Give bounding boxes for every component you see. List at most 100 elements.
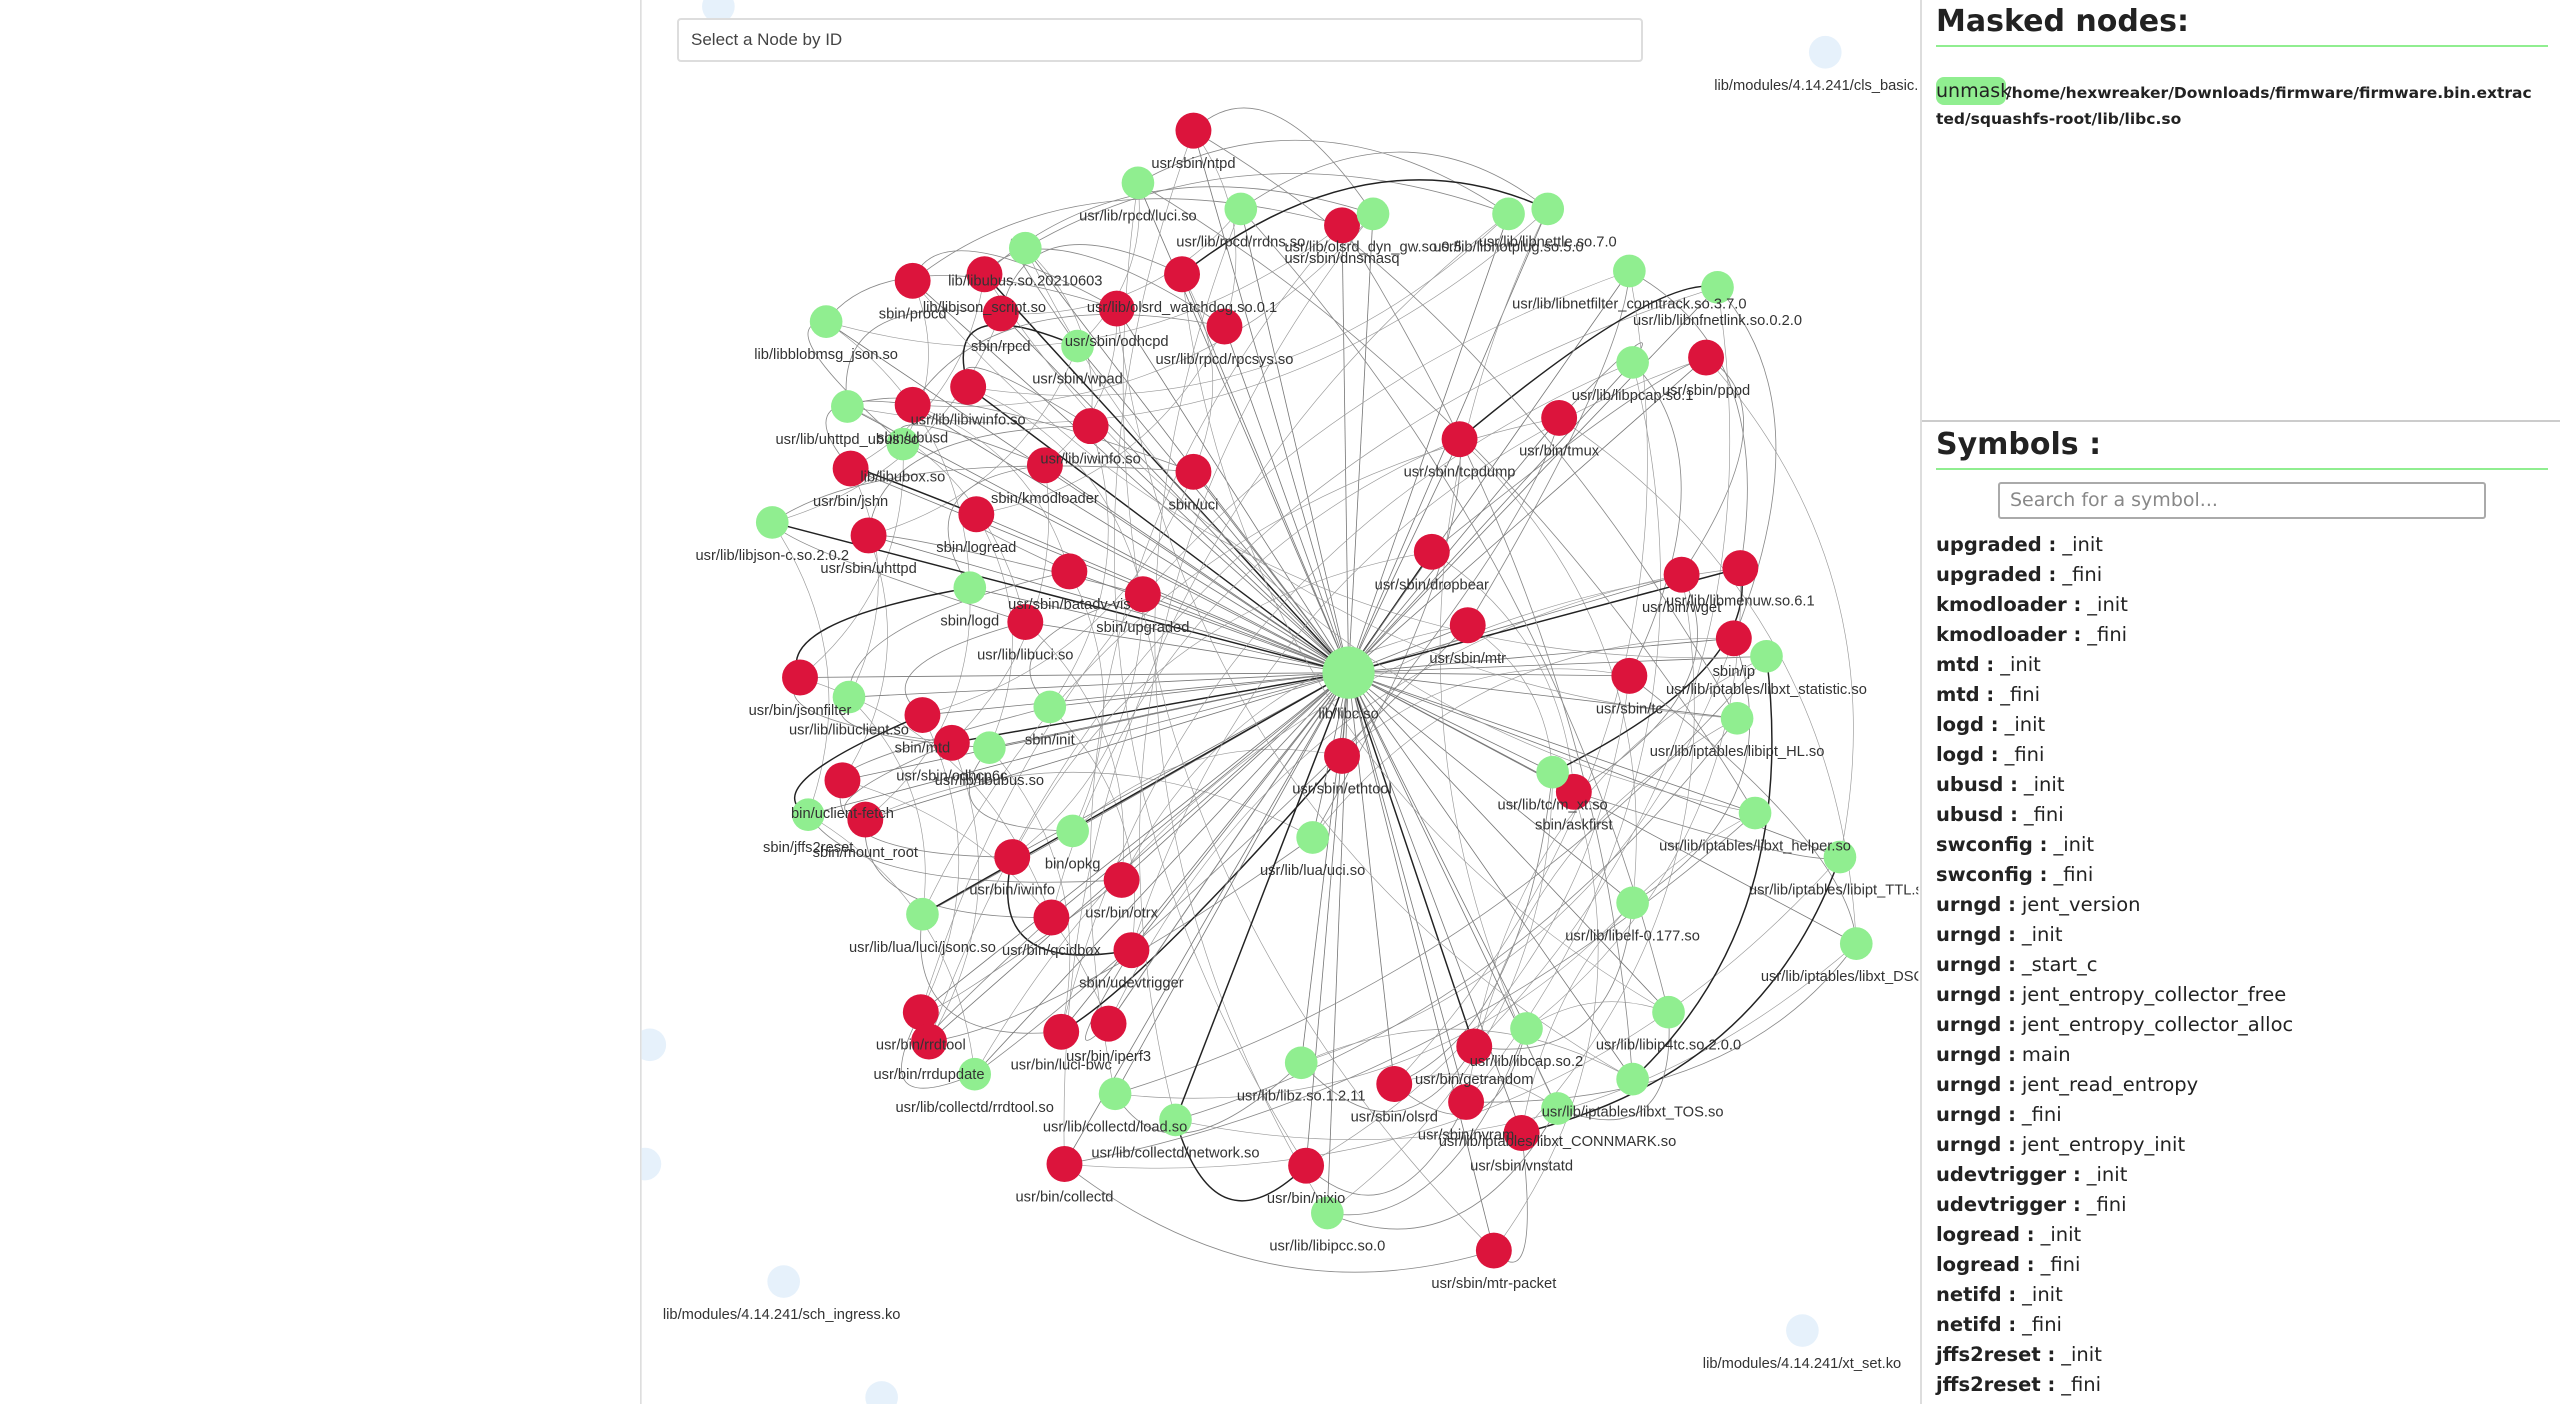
- symbol-row[interactable]: netifd : _init: [1936, 1280, 2293, 1310]
- graph-node[interactable]: [902, 994, 939, 1031]
- graph-node[interactable]: [994, 839, 1031, 876]
- symbol-row[interactable]: urngd : _fini: [1936, 1100, 2293, 1130]
- graph-node[interactable]: [850, 517, 887, 554]
- symbol-row[interactable]: jffs2reset : _init: [1936, 1340, 2293, 1370]
- graph-node[interactable]: [953, 571, 987, 605]
- symbol-row[interactable]: ubusd : _fini: [1936, 800, 2293, 830]
- graph-node[interactable]: [1090, 1005, 1127, 1042]
- symbol-row[interactable]: urngd : jent_entropy_init: [1936, 1130, 2293, 1160]
- graph-node[interactable]: [1061, 329, 1094, 363]
- graph-node[interactable]: [1175, 453, 1212, 490]
- graph-node[interactable]: [1311, 1196, 1344, 1230]
- graph-node[interactable]: [966, 256, 1003, 293]
- graph-node[interactable]: [824, 762, 861, 799]
- graph-node[interactable]: [1715, 620, 1752, 657]
- symbol-row[interactable]: logread : _fini: [1936, 1250, 2293, 1280]
- graph-node[interactable]: [958, 1057, 992, 1091]
- symbol-row[interactable]: kmodloader : _fini: [1936, 620, 2293, 650]
- symbol-row[interactable]: upgraded : _fini: [1936, 560, 2293, 590]
- graph-node[interactable]: [1224, 192, 1258, 226]
- symbol-row[interactable]: upgraded : _init: [1936, 530, 2293, 560]
- graph-node[interactable]: [1051, 553, 1088, 590]
- graph-node[interactable]: [1541, 399, 1578, 436]
- graph-node[interactable]: [1046, 1146, 1083, 1182]
- graph-node[interactable]: [1413, 533, 1450, 570]
- graph-node[interactable]: [1043, 1013, 1080, 1050]
- symbol-row[interactable]: urngd : jent_entropy_collector_alloc: [1936, 1010, 2293, 1040]
- symbol-search[interactable]: Search for a symbol...: [1998, 482, 2486, 519]
- graph-node[interactable]: [1322, 646, 1375, 699]
- graph-node[interactable]: [1663, 556, 1700, 593]
- graph-node[interactable]: [1823, 840, 1857, 874]
- graph-node[interactable]: [894, 386, 931, 423]
- graph-node[interactable]: [1007, 604, 1044, 640]
- graph-node[interactable]: [1738, 796, 1772, 830]
- graph-node[interactable]: [782, 659, 818, 696]
- symbol-row[interactable]: logd : _fini: [1936, 740, 2293, 770]
- graph-node[interactable]: [1475, 1232, 1512, 1269]
- symbol-row[interactable]: logread : _init: [1936, 1220, 2293, 1250]
- graph-node[interactable]: [1033, 899, 1070, 936]
- graph-node[interactable]: [1376, 1066, 1413, 1102]
- graph-node[interactable]: [894, 262, 931, 299]
- graph-node[interactable]: [1072, 408, 1109, 445]
- graph-node[interactable]: [831, 390, 864, 423]
- graph-node[interactable]: [847, 801, 884, 838]
- graph-node[interactable]: [1098, 290, 1135, 327]
- graph-node[interactable]: [1839, 927, 1873, 960]
- symbol-row[interactable]: swconfig : _fini: [1936, 860, 2293, 890]
- graph-node[interactable]: [1722, 550, 1759, 587]
- symbol-row[interactable]: mtd : _init: [1936, 650, 2293, 680]
- unmask-button[interactable]: unmask: [1936, 77, 2011, 105]
- graph-node[interactable]: [1008, 231, 1042, 265]
- graph-node[interactable]: [1121, 166, 1155, 200]
- graph-node[interactable]: [1456, 1028, 1493, 1065]
- graph-node[interactable]: [982, 295, 1019, 332]
- graph-node[interactable]: [1113, 932, 1150, 969]
- graph-node[interactable]: [1701, 271, 1734, 304]
- graph-node[interactable]: [1531, 192, 1565, 226]
- symbol-row[interactable]: ubusd : _init: [1936, 770, 2293, 800]
- graph-node[interactable]: [832, 450, 869, 487]
- symbol-row[interactable]: urngd : jent_version: [1936, 890, 2293, 920]
- graph-node[interactable]: [1206, 308, 1243, 345]
- symbol-row[interactable]: urngd : _start_c: [1936, 950, 2293, 980]
- symbol-row[interactable]: urngd : jent_entropy_collector_free: [1936, 980, 2293, 1010]
- graph-node[interactable]: [1175, 112, 1212, 149]
- graph-node[interactable]: [1296, 821, 1329, 854]
- graph-node[interactable]: [973, 731, 1006, 765]
- graph-node[interactable]: [1324, 207, 1360, 244]
- graph-node[interactable]: [1056, 814, 1089, 848]
- graph-node[interactable]: [1720, 702, 1754, 735]
- graph-node[interactable]: [906, 897, 939, 931]
- graph-node[interactable]: [1284, 1046, 1318, 1080]
- graph-node[interactable]: [1510, 1012, 1543, 1045]
- graph-node[interactable]: [1033, 690, 1067, 724]
- graph-node[interactable]: [1613, 254, 1646, 288]
- graph-node[interactable]: [904, 697, 941, 734]
- graph-node[interactable]: [832, 680, 866, 714]
- graph-node[interactable]: [791, 798, 825, 831]
- graph-node[interactable]: [1503, 1115, 1540, 1151]
- graph-node[interactable]: [1098, 1077, 1132, 1111]
- graph-node[interactable]: [1492, 197, 1525, 231]
- graph-node[interactable]: [1103, 861, 1140, 898]
- graph-node[interactable]: [1541, 1092, 1574, 1125]
- graph-node[interactable]: [911, 1023, 947, 1060]
- graph-node[interactable]: [1536, 755, 1569, 789]
- symbol-row[interactable]: swconfig : _init: [1936, 830, 2293, 860]
- graph-node[interactable]: [1356, 197, 1390, 231]
- graph-node[interactable]: [1616, 346, 1649, 379]
- symbol-row[interactable]: mtd : _fini: [1936, 680, 2293, 710]
- graph-node[interactable]: [1611, 657, 1648, 694]
- graph-node[interactable]: [1652, 995, 1685, 1029]
- graph-node[interactable]: [950, 368, 987, 405]
- symbol-row[interactable]: urngd : _init: [1936, 920, 2293, 950]
- graph-node[interactable]: [1288, 1147, 1325, 1184]
- graph-node[interactable]: [1448, 1084, 1485, 1120]
- symbol-row[interactable]: jffs2reset : _fini: [1936, 1370, 2293, 1400]
- graph-node[interactable]: [1616, 1062, 1649, 1096]
- graph-node[interactable]: [1750, 639, 1783, 673]
- graph-node[interactable]: [1616, 886, 1649, 920]
- graph-node[interactable]: [1159, 1103, 1192, 1137]
